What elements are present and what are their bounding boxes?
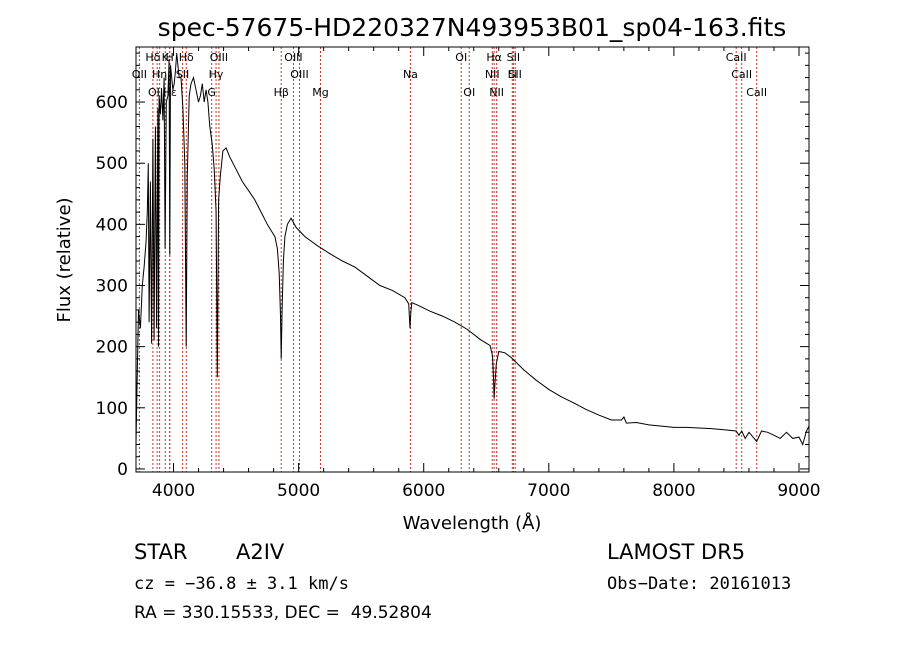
spectral-line-label: Hδ	[145, 51, 160, 64]
spectral-line-label: Hε	[163, 86, 177, 99]
spectral-line-label: SII	[176, 68, 189, 81]
spectral-line-label: CaII	[746, 86, 767, 99]
spectral-line-markers	[138, 47, 758, 472]
spectral-line-label: Hγ	[209, 68, 224, 81]
spectral-line-label: G	[207, 86, 216, 99]
y-tick-label: 0	[117, 460, 128, 480]
y-axis-label: Flux (relative)	[54, 197, 75, 322]
y-tick-label: 300	[96, 276, 128, 296]
x-tick-label: 5000	[277, 481, 320, 501]
y-tick-label: 100	[96, 399, 128, 419]
spectral-subclass: A2IV	[236, 540, 285, 564]
spectral-line-label: SII	[508, 68, 521, 81]
spectral-line-label: Na	[403, 68, 418, 81]
x-tick-label: 6000	[402, 481, 445, 501]
spectral-line-label: Hβ	[274, 86, 289, 99]
x-tick-label: 7000	[527, 481, 570, 501]
plot-frame	[135, 46, 810, 473]
x-tick-label: 9000	[777, 481, 820, 501]
x-tick-label: 8000	[652, 481, 695, 501]
spectral-line-label: OIII	[284, 51, 302, 64]
spectral-line-label: OII	[132, 68, 147, 81]
spectral-line-label: NII	[485, 68, 500, 81]
coordinates: RA = 330.15533, DEC = 49.52804	[134, 603, 432, 623]
chart-title: spec-57675-HD220327N493953B01_sp04-163.f…	[158, 13, 787, 42]
spectral-line-label: Li	[508, 68, 517, 81]
spectrum-series-line	[135, 53, 810, 446]
x-tick-label: 4000	[152, 481, 195, 501]
spectral-line-label: OIII	[210, 51, 228, 64]
x-axis-ticks: 4000 5000 6000 7000 8000 9000	[152, 47, 821, 501]
spectral-line-label: SII	[507, 51, 520, 64]
x-axis-label: Wavelength (Å)	[403, 512, 542, 534]
y-axis-ticks: 0 100 200 300 400 500 600	[96, 52, 809, 480]
spectral-line-label: Hη	[152, 68, 167, 81]
spectral-line-label: NII	[489, 86, 504, 99]
object-type: STAR	[134, 540, 188, 564]
survey-name: LAMOST DR5	[607, 540, 746, 564]
spectral-line-label: CaII	[731, 68, 752, 81]
spectral-line-label: OI	[455, 51, 467, 64]
spectral-line-label: Mg	[312, 86, 328, 99]
y-tick-label: 400	[96, 215, 128, 235]
spectral-line-label: OIII	[290, 68, 308, 81]
spectral-line-label: H	[166, 51, 174, 64]
observation-date: Obs−Date: 20161013	[607, 574, 792, 594]
spectral-line-label: Hδ	[179, 51, 194, 64]
spectral-line-label: Hα	[486, 51, 502, 64]
spectral-line-label: CaII	[726, 51, 747, 64]
y-tick-label: 600	[96, 93, 128, 113]
y-tick-label: 500	[96, 154, 128, 174]
y-tick-label: 200	[96, 338, 128, 358]
spectral-line-label: OI	[463, 86, 475, 99]
redshift-velocity: cz = −36.8 ± 3.1 km/s	[134, 574, 349, 594]
spectral-line-label: K	[162, 51, 170, 64]
